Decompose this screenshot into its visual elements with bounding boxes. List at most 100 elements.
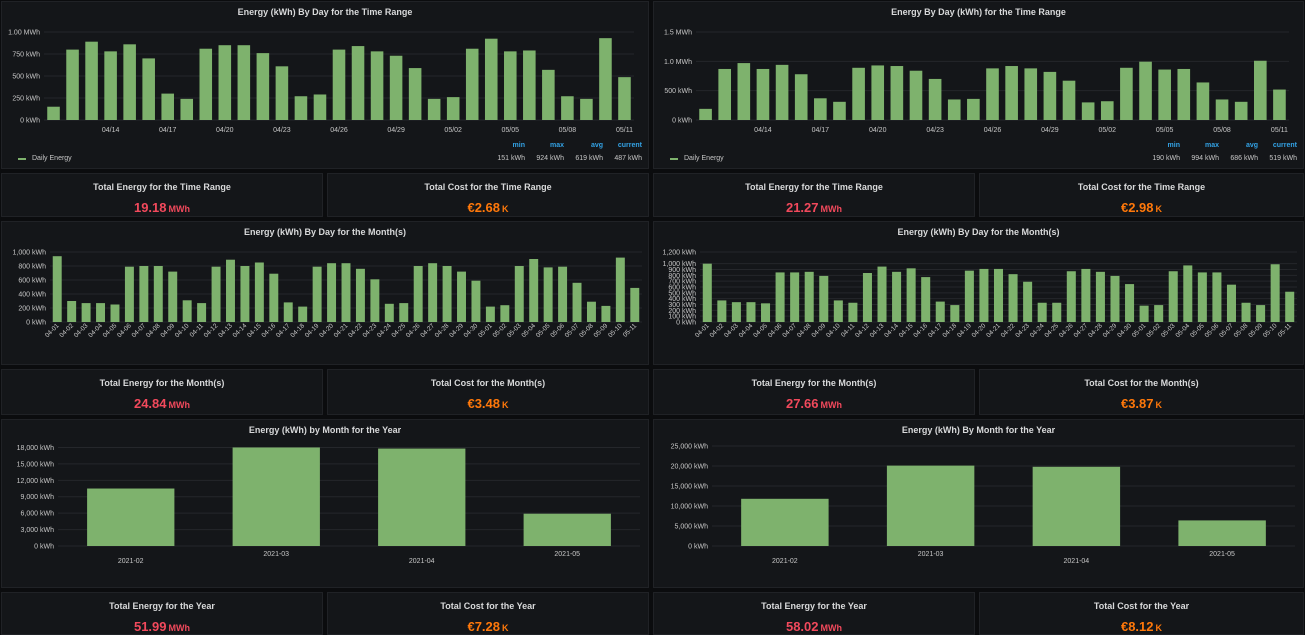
legend-head-min[interactable]: min xyxy=(512,142,525,149)
timerange-chart-panel-right[interactable]: Energy By Day (kWh) for the Time Range 0… xyxy=(653,1,1304,169)
stat-cost-range-left[interactable]: Total Cost for the Time Range €2.68 K xyxy=(327,173,649,217)
y-tick-label: 1,000 kWh xyxy=(663,261,697,268)
panel-title[interactable]: Energy (kWh) By Month for the Year xyxy=(901,425,1056,435)
panel-title[interactable]: Energy (kWh) By Day for the Month(s) xyxy=(243,227,406,237)
stat-cost-month-left[interactable]: Total Cost for the Month(s) €3.48 K xyxy=(327,369,649,415)
stat-energy-year-right[interactable]: Total Energy for the Year 58.02 MWh xyxy=(653,592,975,635)
y-tick-label: 700 kWh xyxy=(668,279,696,286)
x-tick-label: 04-15 xyxy=(898,322,915,339)
stat-cost-year-left[interactable]: Total Cost for the Year €7.28 K xyxy=(327,592,649,635)
stat-energy-year-left[interactable]: Total Energy for the Year 51.99 MWh xyxy=(1,592,323,635)
bar xyxy=(351,46,365,120)
x-tick-label: 04-21 xyxy=(985,322,1002,339)
x-tick-label: 04-07 xyxy=(781,322,798,339)
stat-value: 19.18 MWh xyxy=(2,200,322,215)
bar xyxy=(1008,274,1018,322)
bar xyxy=(1273,89,1286,120)
x-tick-label: 04/29 xyxy=(1041,127,1059,134)
stat-energy-range-right[interactable]: Total Energy for the Time Range 21.27 MWh xyxy=(653,173,975,217)
x-tick-label: 04-11 xyxy=(189,322,206,339)
stat-number: 24.84 xyxy=(133,396,167,411)
month-chart-panel-right[interactable]: Energy (kWh) By Day for the Month(s) 0 k… xyxy=(653,221,1304,365)
y-tick-label: 800 kWh xyxy=(668,273,696,280)
x-tick-label: 04-26 xyxy=(1058,322,1075,339)
bar xyxy=(87,488,175,546)
legend-val-max: 994 kWh xyxy=(1191,155,1219,162)
x-tick-label: 04-08 xyxy=(796,322,813,339)
legend-head-current[interactable]: current xyxy=(1272,142,1297,149)
bar xyxy=(1256,305,1266,322)
y-tick-label: 25,000 kWh xyxy=(671,444,708,451)
bar xyxy=(871,65,885,120)
bar xyxy=(237,45,251,121)
bar xyxy=(67,301,77,322)
month-chart-panel-left[interactable]: Energy (kWh) By Day for the Month(s) 0 k… xyxy=(1,221,649,365)
bar xyxy=(731,302,741,322)
legend-val-min: 151 kWh xyxy=(497,155,525,162)
bar xyxy=(1178,520,1266,546)
year-chart-panel-left[interactable]: Energy (kWh) by Month for the Year 0 kWh… xyxy=(1,419,649,588)
legend-stats: min max avg current 151 kWh 924 kWh 619 … xyxy=(486,142,642,162)
x-tick-label: 05-10 xyxy=(1262,322,1279,339)
stat-title: Total Cost for the Year xyxy=(1093,601,1190,611)
stat-energy-month-right[interactable]: Total Energy for the Month(s) 27.66 MWh xyxy=(653,369,975,415)
x-tick-label: 05/02 xyxy=(1099,127,1117,134)
panel-title[interactable]: Energy (kWh) by Month for the Year xyxy=(248,425,402,435)
stat-value: €7.28 K xyxy=(328,619,648,634)
bar xyxy=(935,301,945,322)
x-tick-label: 2021-04 xyxy=(1064,558,1090,565)
year-chart-panel-right[interactable]: Energy (kWh) By Month for the Year 0 kWh… xyxy=(653,419,1304,588)
panel-title[interactable]: Energy (kWh) By Day for the Time Range xyxy=(237,7,413,17)
chart-legend[interactable]: Daily Energy xyxy=(670,155,724,162)
year-chart-left: 0 kWh 3,000 kWh 6,000 kWh 9,000 kWh 12,000 k… xyxy=(17,445,640,565)
bar xyxy=(1081,268,1091,322)
y-tick-label: 900 kWh xyxy=(668,267,696,274)
panel-title[interactable]: Energy (kWh) By Day for the Month(s) xyxy=(897,227,1060,237)
x-tick-label: 04/17 xyxy=(812,127,830,134)
bar xyxy=(327,263,337,322)
legend-head-avg[interactable]: avg xyxy=(590,142,603,149)
legend-head-current[interactable]: current xyxy=(617,142,642,149)
bar xyxy=(110,304,120,322)
stat-cost-range-right[interactable]: Total Cost for the Time Range €2.98 K xyxy=(979,173,1304,217)
stat-unit: K xyxy=(502,204,509,214)
stat-energy-month-left[interactable]: Total Energy for the Month(s) 24.84 MWh xyxy=(1,369,323,415)
stat-unit: K xyxy=(502,623,509,633)
bar xyxy=(1081,102,1095,120)
timerange-chart-panel-left[interactable]: Energy (kWh) By Day for the Time Range 0… xyxy=(1,1,649,169)
stat-title: Total Energy for the Time Range xyxy=(93,182,231,192)
legend-head-avg[interactable]: avg xyxy=(1245,142,1258,149)
stat-cost-month-right[interactable]: Total Cost for the Month(s) €3.87 K xyxy=(979,369,1304,415)
y-tick-label: 800 kWh xyxy=(18,264,46,271)
y-tick-label: 1.5 MWh xyxy=(664,30,692,37)
x-tick-label: 04-04 xyxy=(738,322,755,339)
x-tick-label: 05-07 xyxy=(1218,322,1235,339)
bar xyxy=(232,447,320,546)
legend-head-min[interactable]: min xyxy=(1167,142,1180,149)
x-tick-label: 2021-05 xyxy=(554,551,580,558)
x-tick-label: 05/08 xyxy=(1213,127,1231,134)
legend-head-max[interactable]: max xyxy=(549,142,564,149)
stat-number: €2.68 xyxy=(467,200,501,215)
bar xyxy=(775,272,785,322)
legend-head-max[interactable]: max xyxy=(1204,142,1219,149)
y-tick-label: 6,000 kWh xyxy=(21,511,55,518)
bar xyxy=(218,45,232,121)
stat-number: €2.98 xyxy=(1120,200,1154,215)
bar xyxy=(1120,67,1133,120)
bar xyxy=(1183,265,1193,322)
bar xyxy=(699,108,712,120)
x-tick-label: 05-05 xyxy=(535,322,552,339)
stat-energy-range-left[interactable]: Total Energy for the Time Range 19.18 MWh xyxy=(1,173,323,217)
month-chart-left: 0 kWh 200 kWh 400 kWh 600 kWh 800 kWh 1,000 k… xyxy=(13,250,642,339)
y-tick-label: 200 kWh xyxy=(668,308,696,315)
chart-legend[interactable]: Daily Energy xyxy=(18,155,72,162)
x-tick-label: 05-07 xyxy=(564,322,581,339)
y-tick-label: 400 kWh xyxy=(18,292,46,299)
y-tick-label: 0 kWh xyxy=(676,320,696,327)
bar xyxy=(370,51,384,120)
panel-title[interactable]: Energy By Day (kWh) for the Time Range xyxy=(891,7,1066,17)
stat-cost-year-right[interactable]: Total Cost for the Year €8.12 K xyxy=(979,592,1304,635)
x-tick-label: 04-12 xyxy=(854,322,871,339)
